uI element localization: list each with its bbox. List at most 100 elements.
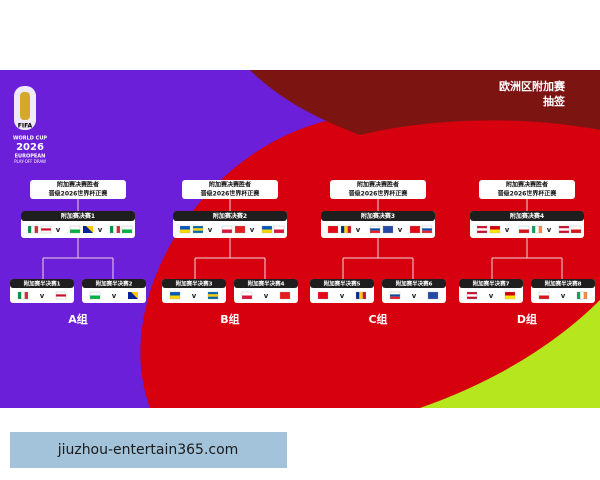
semi-label: 附加赛半决赛1 xyxy=(24,280,61,288)
flag-border xyxy=(382,225,394,234)
logo-line: PLAY-OFF DRAW xyxy=(14,159,46,164)
flag-stripe xyxy=(467,292,477,295)
versus: v xyxy=(412,292,417,300)
semi-header xyxy=(10,279,74,288)
flag-border xyxy=(273,225,285,234)
winner-line: 附加赛决赛胜者 xyxy=(506,181,548,189)
final-header xyxy=(21,211,135,221)
winner-box xyxy=(330,180,426,199)
versus: v xyxy=(505,226,510,234)
flag-stripe xyxy=(422,228,432,231)
winner-line: 晋级2026世界杯正赛 xyxy=(349,190,409,198)
connector xyxy=(194,238,266,280)
bg-darkred xyxy=(250,70,600,135)
flag-stripe xyxy=(34,226,38,233)
flag-stripe xyxy=(359,292,363,299)
flag-border xyxy=(27,225,39,234)
flag-border xyxy=(576,291,588,300)
flag-border xyxy=(489,225,501,234)
flag-stripe xyxy=(571,226,581,230)
flag-stripe xyxy=(180,229,190,233)
semi-header xyxy=(82,279,146,288)
flag-border xyxy=(421,225,433,234)
winner-line: 晋级2026世界杯正赛 xyxy=(498,190,558,198)
flag-stripe xyxy=(370,228,380,231)
flag xyxy=(86,226,93,233)
flag xyxy=(128,292,138,299)
semi-label: 附加赛半决赛5 xyxy=(324,280,361,288)
flag-stripe xyxy=(477,226,487,229)
flag-stripe xyxy=(467,294,477,297)
flag-border xyxy=(504,291,516,300)
flag-stripe xyxy=(122,229,132,233)
flag-stripe xyxy=(347,226,351,233)
flag-stripe xyxy=(428,292,438,296)
connector xyxy=(342,238,414,280)
flag-border xyxy=(89,291,101,300)
flag-border xyxy=(389,291,401,300)
flag-stripe xyxy=(467,296,477,299)
flag-stripe xyxy=(70,229,80,233)
flag-stripe xyxy=(519,226,529,230)
winner-box xyxy=(30,180,126,199)
logo-line: 2026 xyxy=(16,142,44,153)
flag-stripe xyxy=(580,292,584,299)
title: 欧洲区附加赛 xyxy=(499,79,566,93)
flag-stripe xyxy=(477,228,487,231)
flag-stripe xyxy=(422,230,432,233)
flag-border xyxy=(234,225,246,234)
logo xyxy=(14,86,36,130)
flag-stripe xyxy=(56,292,66,295)
flag-stripe xyxy=(428,295,438,299)
flag-border xyxy=(340,225,352,234)
flag-stripe xyxy=(208,292,218,295)
final-label: 附加赛决赛4 xyxy=(510,212,544,220)
final-label: 附加赛决赛3 xyxy=(361,212,395,220)
flag-stripe xyxy=(490,229,500,233)
logo-fifa: FIFA xyxy=(18,123,33,130)
flag-stripe xyxy=(262,229,272,233)
flag-stripe xyxy=(328,226,338,230)
flag-stripe xyxy=(362,292,366,299)
flag-stripe xyxy=(370,226,380,229)
flag-stripe xyxy=(41,230,51,233)
group-name: D组 xyxy=(517,312,537,326)
flag-stripe xyxy=(505,295,515,299)
flag-stripe xyxy=(193,226,203,229)
flag-stripe xyxy=(519,229,529,233)
versus: v xyxy=(264,292,269,300)
semi-header xyxy=(531,279,595,288)
group-name: C组 xyxy=(368,312,387,326)
flag-stripe xyxy=(90,295,100,299)
flag-stripe xyxy=(280,292,290,296)
flag-border xyxy=(241,291,253,300)
flag-border xyxy=(40,225,52,234)
flag-stripe xyxy=(24,292,28,299)
flag-stripe xyxy=(477,230,487,233)
flag-stripe xyxy=(208,296,218,299)
flag-stripe xyxy=(242,295,252,299)
flag-border xyxy=(261,225,273,234)
flag-stripe xyxy=(274,226,284,230)
flag-border xyxy=(558,225,570,234)
flag-stripe xyxy=(559,226,569,229)
flag-stripe xyxy=(193,228,203,231)
final-header xyxy=(470,211,584,221)
flag-stripe xyxy=(328,229,338,233)
flag-stripe xyxy=(422,226,432,229)
flag-stripe xyxy=(41,228,51,231)
flag-stripe xyxy=(113,226,117,233)
group-name: A组 xyxy=(68,312,88,326)
winner-line: 附加赛决赛胜者 xyxy=(357,181,399,189)
final-label: 附加赛决赛2 xyxy=(213,212,247,220)
flag-stripe xyxy=(193,230,203,233)
logo-line: WORLD CUP xyxy=(13,136,47,142)
flag-stripe xyxy=(280,295,290,299)
connector xyxy=(491,238,563,280)
flag-stripe xyxy=(390,292,400,295)
versus: v xyxy=(561,292,566,300)
group-name: B组 xyxy=(220,312,239,326)
flag-border xyxy=(327,225,339,234)
flag-border xyxy=(317,291,329,300)
